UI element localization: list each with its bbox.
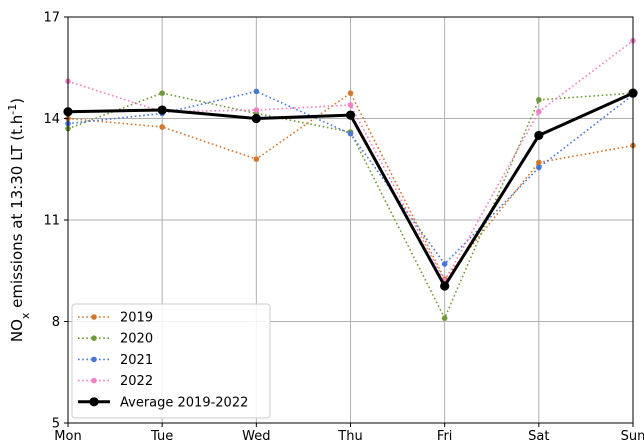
x-tick-label-mon: Mon xyxy=(54,429,81,444)
y-tick-label-11: 11 xyxy=(43,214,60,229)
point-average-2019-2022-tue xyxy=(157,105,167,115)
axes: Mon Tue Wed Thu Fri Sat Sun 5 8 11 14 17 xyxy=(43,11,644,445)
point-2021-thu xyxy=(347,130,354,137)
legend-marker-2022 xyxy=(91,377,97,384)
point-average-2019-2022-fri xyxy=(440,281,450,291)
legend-label-2019: 2019 xyxy=(120,311,153,326)
x-tick-label-thu: Thu xyxy=(337,429,362,444)
point-average-2019-2022-sat xyxy=(534,130,544,141)
y-tick-label-5: 5 xyxy=(52,417,60,432)
point-2020-fri xyxy=(441,315,448,321)
y-tick-label-17: 17 xyxy=(43,11,60,26)
point-2021-sat xyxy=(536,164,542,171)
point-2022-sat xyxy=(536,108,542,115)
y-tick-label-14: 14 xyxy=(43,112,60,127)
x-tick-label-wed: Wed xyxy=(242,429,270,444)
point-2021-wed xyxy=(253,88,260,95)
x-tick-label-sun: Sun xyxy=(621,429,644,444)
legend-label-2021: 2021 xyxy=(120,353,153,368)
series-layer xyxy=(63,37,638,321)
series-2019 xyxy=(65,90,636,283)
point-2020-tue xyxy=(159,90,165,96)
point-average-2019-2022-thu xyxy=(345,110,356,120)
point-2019-sat xyxy=(536,159,542,166)
point-2019-tue xyxy=(159,124,165,130)
y-tick-label-8: 8 xyxy=(52,315,60,330)
legend-marker-2020 xyxy=(91,335,97,342)
point-2021-fri xyxy=(441,261,448,267)
point-2019-wed xyxy=(253,156,260,162)
point-average-2019-2022-wed xyxy=(251,113,261,124)
point-2022-wed xyxy=(253,107,260,113)
legend-marker-2019 xyxy=(91,314,97,320)
point-2022-thu xyxy=(347,102,354,108)
legend-label-2020: 2020 xyxy=(120,332,153,347)
y-axis-label: NOx emissions at 13:30 LT (t.h-1) xyxy=(6,98,32,342)
legend: 2019 2020 2021 2022 Average 2019-2022 xyxy=(71,303,271,419)
legend-label-average-2019-2022: Average 2019-2022 xyxy=(120,395,248,410)
x-tick-label-sat: Sat xyxy=(528,429,549,444)
legend-marker-2021 xyxy=(91,356,97,363)
legend-box xyxy=(71,303,271,419)
point-2019-thu xyxy=(347,90,354,96)
legend-marker-average-2019-2022 xyxy=(89,397,99,407)
x-tick-label-fri: Fri xyxy=(437,429,453,444)
x-tick-label-tue: Tue xyxy=(150,429,173,444)
point-2020-sat xyxy=(536,97,542,103)
legend-label-2022: 2022 xyxy=(120,374,153,389)
